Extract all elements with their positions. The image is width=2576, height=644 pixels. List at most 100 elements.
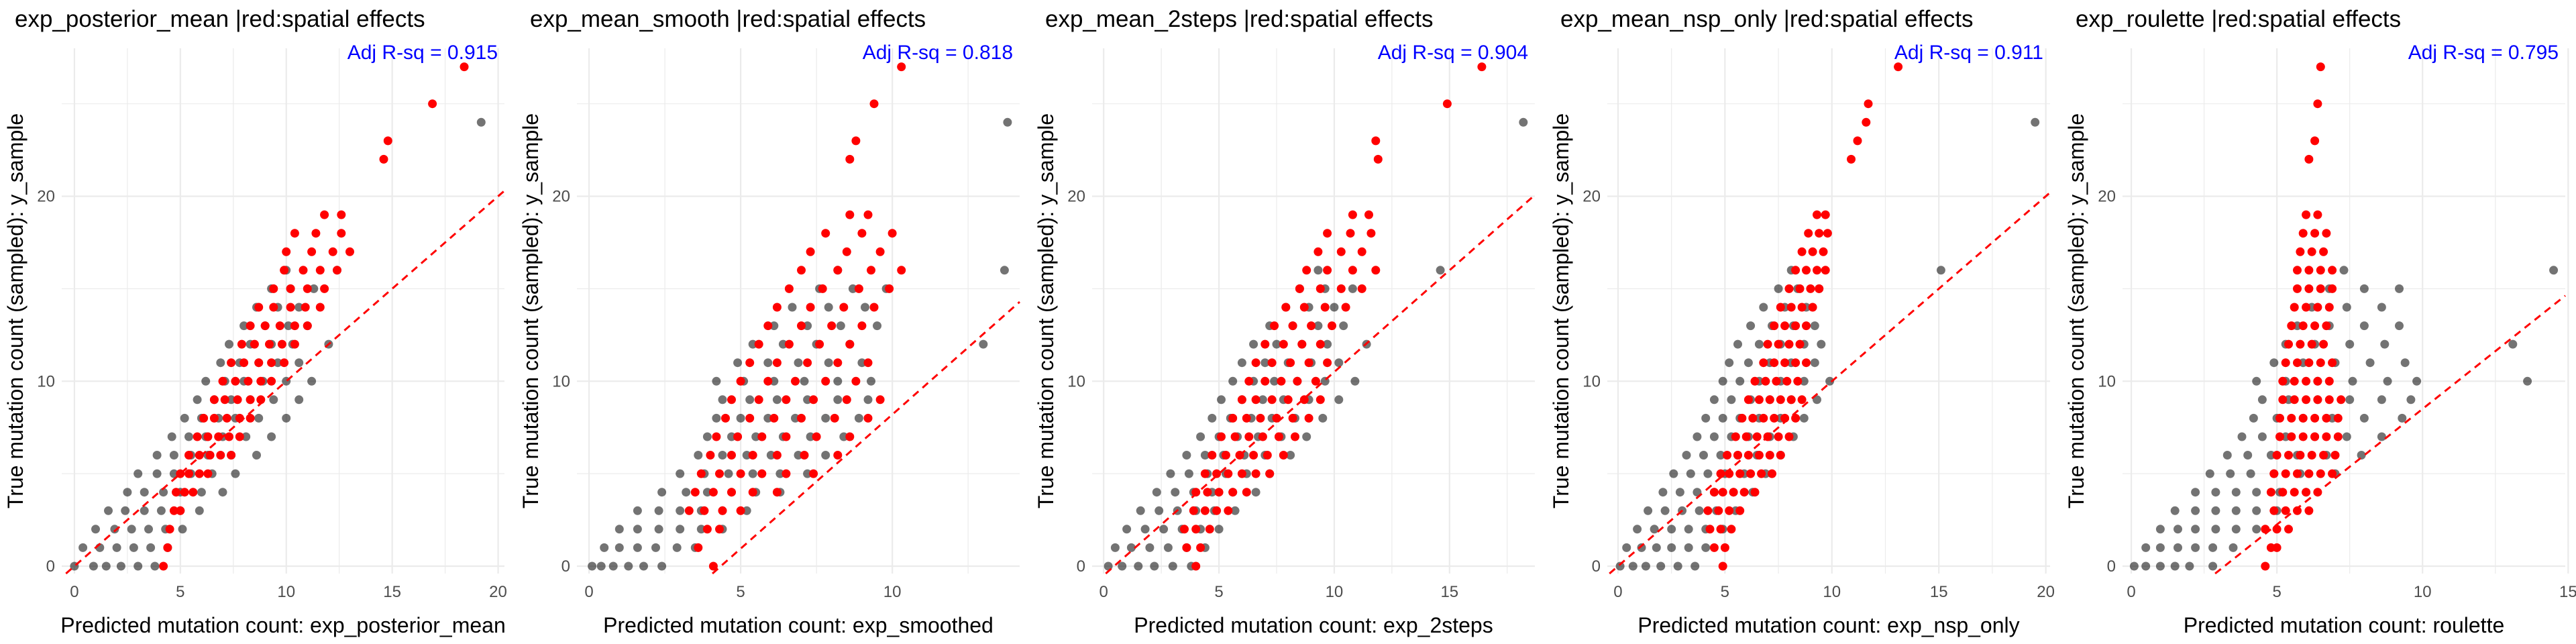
nonspatial-point: [254, 413, 264, 423]
spatial-point: [1373, 154, 1383, 164]
spatial-point: [2290, 303, 2299, 312]
spatial-point: [2290, 376, 2299, 386]
nonspatial-point: [800, 376, 809, 386]
spatial-point: [1180, 525, 1189, 534]
x-tick-label: 0: [70, 583, 78, 601]
spatial-point: [1723, 451, 1732, 460]
spatial-point: [863, 358, 873, 368]
spatial-point: [2310, 413, 2320, 423]
spatial-point: [290, 339, 299, 349]
spatial-point: [1784, 284, 1794, 293]
spatial-point: [2304, 284, 2314, 293]
scatter-panel-1: 0 5 10 15 20 0 10 20 exp_posterior_mean |red:spa…: [3, 6, 507, 637]
spatial-point: [2324, 376, 2334, 386]
spatial-point: [748, 451, 757, 460]
spatial-point: [1774, 432, 1783, 441]
spatial-point: [260, 321, 270, 331]
nonspatial-point: [150, 561, 160, 571]
spatial-point: [1297, 339, 1307, 349]
spatial-point: [2290, 488, 2299, 497]
spatial-point: [1804, 229, 1813, 238]
nonspatial-point: [2191, 488, 2200, 497]
spatial-point: [1251, 395, 1260, 405]
nonspatial-point: [2155, 525, 2165, 534]
spatial-point: [1270, 321, 1279, 331]
spatial-point: [269, 284, 278, 293]
nonspatial-point: [733, 358, 743, 368]
spatial-point: [784, 284, 794, 293]
spatial-point: [1797, 303, 1807, 312]
nonspatial-point: [294, 358, 304, 368]
spatial-point: [1304, 358, 1313, 368]
spatial-point: [863, 210, 873, 219]
spatial-point: [2322, 229, 2331, 238]
spatial-point: [237, 339, 246, 349]
spatial-point: [460, 62, 469, 72]
spatial-point: [2278, 376, 2288, 386]
spatial-point: [690, 488, 700, 497]
spatial-point: [184, 451, 193, 460]
spatial-point: [1847, 154, 1856, 164]
spatial-point: [2307, 451, 2316, 460]
nonspatial-point: [2191, 525, 2200, 534]
nonspatial-point: [748, 469, 757, 478]
spatial-point: [180, 488, 189, 497]
spatial-point: [1366, 229, 1376, 238]
nonspatial-point: [857, 358, 867, 368]
spatial-point: [1189, 506, 1198, 515]
spatial-point: [2269, 469, 2279, 478]
spatial-point: [218, 376, 227, 386]
spatial-point: [1341, 303, 1350, 312]
spatial-point: [282, 247, 291, 256]
y-tick-label: 0: [46, 557, 55, 576]
spatial-point: [1299, 395, 1309, 405]
spatial-point: [2296, 451, 2305, 460]
spatial-point: [2298, 229, 2308, 238]
spatial-point: [2337, 395, 2346, 405]
spatial-point: [1364, 210, 1373, 219]
nonspatial-point: [1270, 376, 1279, 386]
spatial-point: [1793, 376, 1803, 386]
spatial-point: [1720, 543, 1729, 552]
spatial-point: [165, 525, 174, 534]
spatial-point: [1748, 413, 1758, 423]
spatial-point: [827, 321, 837, 331]
nonspatial-point: [1334, 395, 1344, 405]
spatial-point: [2316, 358, 2325, 368]
spatial-point: [1782, 376, 1792, 386]
spatial-point: [1212, 506, 1222, 515]
x-tick-label: 5: [1721, 583, 1729, 601]
spatial-point: [845, 339, 855, 349]
spatial-point: [2284, 451, 2293, 460]
spatial-point: [2324, 395, 2334, 405]
data-points: [2129, 62, 2559, 571]
spatial-point: [1357, 247, 1366, 256]
nonspatial-point: [1650, 525, 1659, 534]
spatial-point: [1821, 266, 1830, 275]
nonspatial-point: [657, 561, 667, 571]
spatial-point: [1224, 469, 1233, 478]
nonspatial-point: [1637, 543, 1646, 552]
spatial-point: [428, 99, 437, 109]
spatial-point: [244, 376, 253, 386]
spatial-point: [818, 284, 827, 293]
nonspatial-point: [180, 413, 189, 423]
spatial-point: [195, 451, 204, 460]
nonspatial-point: [1936, 266, 1945, 275]
spatial-point: [2333, 413, 2343, 423]
spatial-point: [1731, 432, 1740, 441]
nonspatial-point: [1754, 339, 1764, 349]
spatial-point: [1260, 376, 1270, 386]
spatial-point: [2310, 229, 2320, 238]
nonspatial-point: [2348, 376, 2357, 386]
x-axis-label: Predicted mutation count: exp_posterior_…: [60, 613, 506, 637]
spatial-point: [1780, 358, 1790, 368]
nonspatial-point: [791, 413, 800, 423]
spatial-point: [1802, 358, 1811, 368]
nonspatial-point: [2523, 376, 2532, 386]
nonspatial-point: [133, 469, 143, 478]
nonspatial-point: [696, 525, 706, 534]
spatial-point: [1288, 321, 1297, 331]
spatial-point: [2293, 469, 2302, 478]
nonspatial-point: [184, 432, 193, 441]
